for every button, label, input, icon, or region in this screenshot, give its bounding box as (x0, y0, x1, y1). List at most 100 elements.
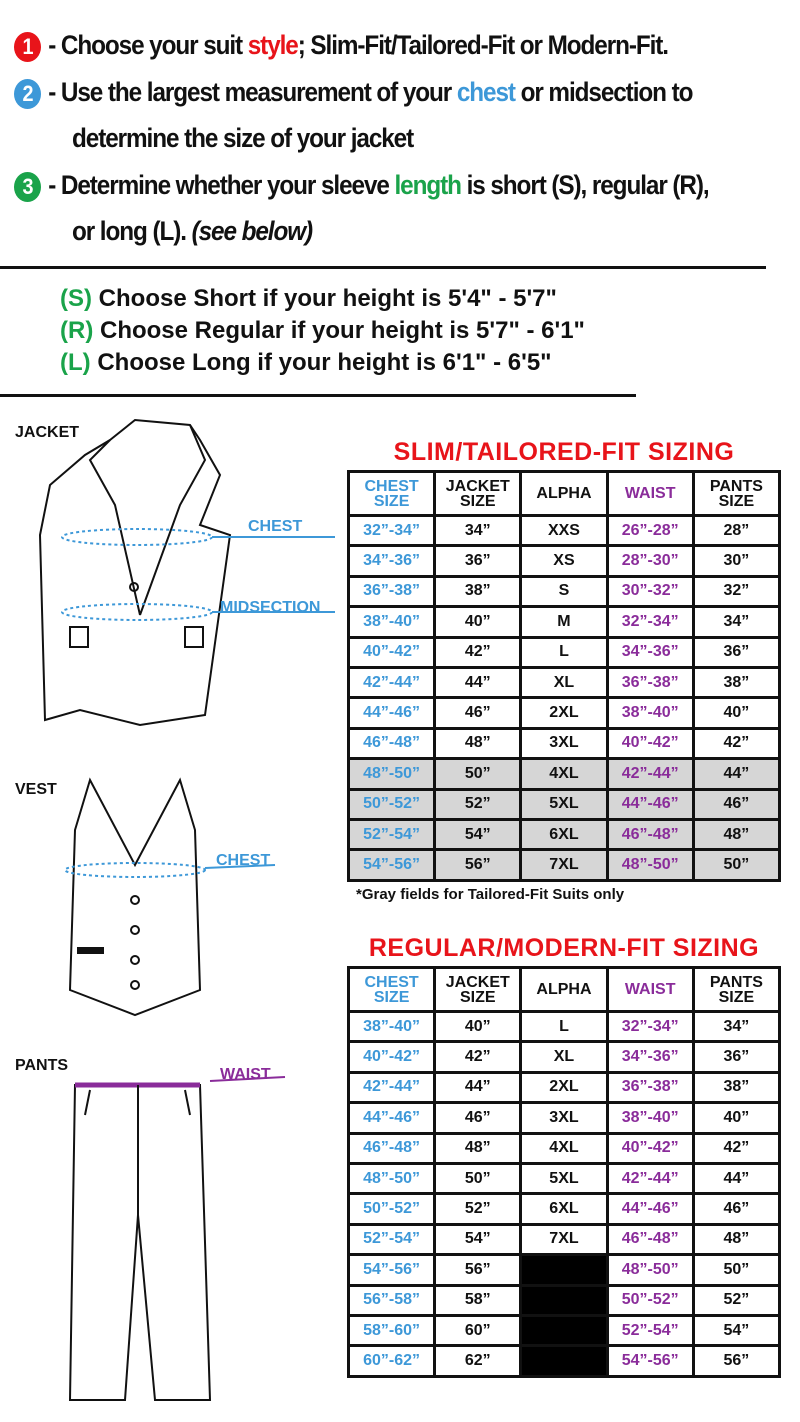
table-cell: 44”-46” (605, 1192, 695, 1226)
step-text: - Determine whether your sleeve (48, 170, 395, 200)
step-3: 3- Determine whether your sleeve length … (14, 170, 710, 202)
table-row: 40”-42” 42” L 34”-36” 36” (346, 635, 782, 669)
slim-fit-title: SLIM/TAILORED-FIT SIZING (393, 438, 735, 466)
table-cell: 46”-48” (605, 1222, 695, 1257)
table-cell: 34”-36” (605, 1040, 695, 1074)
waist-callout: WAIST (220, 1066, 271, 1083)
table-cell: L (519, 1009, 609, 1044)
table-cell: 62” (433, 1344, 523, 1378)
column-header: PANTS SIZE (691, 966, 782, 1013)
table-cell: 38” (433, 574, 523, 609)
step-text: - Choose your suit (48, 30, 248, 60)
regular-fit-title: REGULAR/MODERN-FIT SIZING (368, 934, 760, 962)
table-cell: 48”-50” (605, 848, 695, 882)
table-cell: 48”-50” (346, 757, 437, 791)
table-cell: 38” (691, 665, 782, 700)
table-cell: 44”-46” (346, 1101, 437, 1135)
step-text: or long (L). (72, 216, 187, 246)
table-cell: 54”-56” (605, 1344, 695, 1378)
see-below-note: (see below) (191, 216, 314, 246)
vest-illustration (64, 777, 276, 1017)
column-header: PANTS SIZE (691, 470, 782, 517)
table-row: 32”-34” 34” XXS 26”-28” 28” (346, 513, 782, 548)
table-row: 54”-56” 56” 48”-50” 50” (346, 1253, 782, 1287)
table-cell: 32” (691, 574, 782, 609)
step-number-badge: 1 (14, 31, 41, 62)
table-cell: 56” (691, 1344, 782, 1378)
table-cell: 54”-56” (346, 848, 437, 882)
table-cell: 38”-40” (346, 605, 437, 639)
table-cell: 38”-40” (605, 696, 695, 730)
table-cell: 52” (433, 787, 523, 821)
table-cell: XXS (519, 513, 609, 548)
table-cell: 36”-38” (605, 665, 695, 700)
table-cell: 44” (691, 757, 782, 791)
table-row: 50”-52” 52” 6XL 44”-46” 46” (346, 1192, 782, 1226)
step-text: ; Slim-Fit/Tailored-Fit or Modern-Fit. (297, 30, 669, 60)
table-cell: 40” (433, 605, 523, 639)
step-text: - Use the largest measurement of your (48, 77, 457, 107)
pants-label: PANTS (15, 1057, 69, 1074)
column-header: WAIST (605, 966, 695, 1013)
column-header: JACKET SIZE (433, 470, 523, 517)
gray-fields-note: *Gray fields for Tailored-Fit Suits only (356, 886, 625, 903)
table-row: 34”-36” 36” XS 28”-30” 30” (346, 544, 782, 578)
table-row: 46”-48” 48” 4XL 40”-42” 42” (346, 1131, 782, 1165)
table-cell: 6XL (519, 817, 609, 852)
table-cell: 38”-40” (605, 1101, 695, 1135)
table-cell: 50” (433, 757, 523, 791)
table-cell: 32”-34” (605, 605, 695, 639)
table-row: 38”-40” 40” L 32”-34” 34” (346, 1009, 782, 1044)
table-row: 54”-56” 56” 7XL 48”-50” 50” (346, 848, 782, 882)
step-number-badge: 2 (14, 78, 41, 109)
table-row: 58”-60” 60” 52”-54” 54” (346, 1313, 782, 1348)
table-cell: 50” (691, 848, 782, 882)
regular-fit-size-table: CHEST SIZE JACKET SIZE ALPHA WAIST PANTS SIZ… (346, 966, 782, 1378)
table-cell: 44” (433, 1070, 523, 1105)
table-cell: 36” (433, 544, 523, 578)
length-code: (R) (60, 317, 94, 344)
slim-fit-size-table: CHEST SIZE JACKET SIZE ALPHA WAIST PANTS SIZ… (346, 470, 782, 882)
column-header: CHEST SIZE (346, 966, 437, 1013)
height-rule: (L) Choose Long if your height is 6'1" -… (60, 349, 552, 377)
height-rule: (S) Choose Short if your height is 5'4" … (60, 285, 557, 313)
midsection-callout: MIDSECTION (220, 599, 321, 616)
table-cell: 38”-40” (346, 1009, 437, 1044)
length-code: (S) (60, 285, 92, 312)
pants-illustration (68, 1076, 286, 1401)
step-text: or midsection to (514, 77, 694, 107)
table-cell: 5XL (519, 1161, 609, 1196)
table-row: 42”-44” 44” 2XL 36”-38” 38” (346, 1070, 782, 1105)
table-cell: 40”-42” (605, 726, 695, 761)
table-row: 44”-46” 46” 2XL 38”-40” 40” (346, 696, 782, 730)
table-cell: 38” (691, 1070, 782, 1105)
table-cell: 3XL (519, 726, 609, 761)
table-cell: 50” (433, 1161, 523, 1196)
table-row: 42”-44” 44” XL 36”-38” 38” (346, 665, 782, 700)
step-text: is short (S), regular (R), (460, 170, 710, 200)
table-row: 56”-58” 58” 50”-52” 52” (346, 1283, 782, 1317)
table-cell: 60”-62” (346, 1344, 437, 1378)
table-cell: 46”-48” (346, 726, 437, 761)
column-header: CHEST SIZE (346, 470, 437, 517)
table-cell: 34” (691, 605, 782, 639)
table-row: 48”-50” 50” 5XL 42”-44” 44” (346, 1161, 782, 1196)
table-cell (519, 1313, 609, 1348)
table-cell: 34”-36” (346, 544, 437, 578)
vest-chest-callout: CHEST (216, 852, 271, 869)
step-highlight: chest (456, 77, 516, 107)
height-rule: (R) Choose Regular if your height is 5'7… (60, 317, 585, 345)
table-cell: 46”-48” (605, 817, 695, 852)
table-cell: 30” (691, 544, 782, 578)
table-cell: 44”-46” (605, 787, 695, 821)
table-cell: 54”-56” (346, 1253, 437, 1287)
table-cell: 40”-42” (605, 1131, 695, 1165)
table-cell: 50”-52” (346, 1192, 437, 1226)
step-number-badge: 3 (14, 171, 41, 202)
table-cell: 58”-60” (346, 1313, 437, 1348)
chest-callout: CHEST (248, 518, 303, 535)
table-cell: 40”-42” (346, 1040, 437, 1074)
height-text: Choose Long if your height is 6'1" - 6'5… (90, 349, 552, 376)
table-cell: 26”-28” (605, 513, 695, 548)
step-2: 2- Use the largest measurement of your c… (14, 77, 694, 109)
